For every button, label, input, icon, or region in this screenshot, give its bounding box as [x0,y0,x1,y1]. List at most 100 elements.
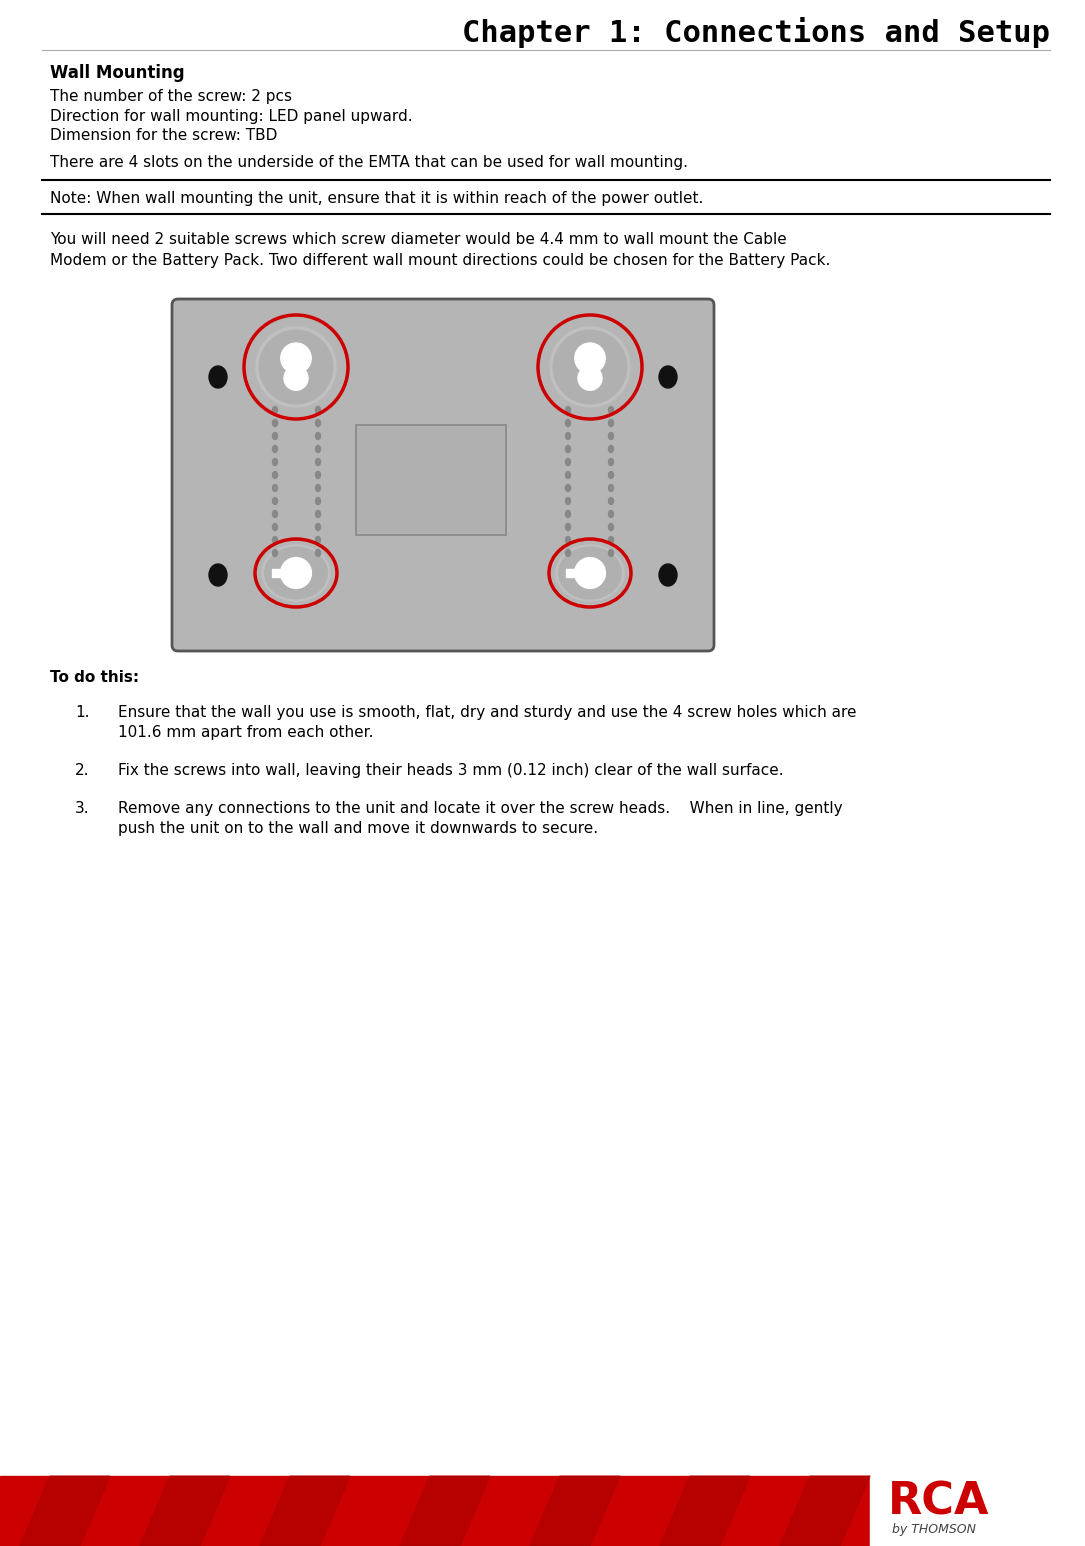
Ellipse shape [272,407,278,413]
Circle shape [295,566,311,581]
Ellipse shape [272,472,278,479]
Bar [870,1476,1085,1546]
Text: Wall Mounting: Wall Mounting [50,63,184,82]
Circle shape [550,328,630,407]
Ellipse shape [609,433,613,439]
Ellipse shape [565,472,571,479]
Bar [356,425,506,535]
Ellipse shape [609,419,613,427]
Text: RCA: RCA [888,1481,990,1523]
Circle shape [553,331,627,404]
Ellipse shape [609,510,613,518]
Circle shape [575,558,605,589]
Text: Note: When wall mounting the unit, ensure that it is within reach of the power o: Note: When wall mounting the unit, ensur… [50,190,703,206]
Text: Dimension for the screw: TBD: Dimension for the screw: TBD [50,128,278,144]
Ellipse shape [556,546,624,601]
Ellipse shape [565,484,571,492]
Ellipse shape [316,536,320,544]
Text: 3.: 3. [75,801,90,816]
Ellipse shape [559,547,622,598]
Ellipse shape [565,549,571,557]
Ellipse shape [272,524,278,530]
Ellipse shape [565,407,571,413]
Text: You will need 2 suitable screws which screw diameter would be 4.4 mm to wall mou: You will need 2 suitable screws which sc… [50,232,787,247]
Ellipse shape [316,510,320,518]
Circle shape [256,328,336,407]
Ellipse shape [316,472,320,479]
Ellipse shape [316,445,320,453]
Ellipse shape [316,484,320,492]
Text: Remove any connections to the unit and locate it over the screw heads.    When i: Remove any connections to the unit and l… [118,801,843,816]
Text: There are 4 slots on the underside of the EMTA that can be used for wall mountin: There are 4 slots on the underside of th… [50,155,688,170]
Text: Modem or the Battery Pack. Two different wall mount directions could be chosen f: Modem or the Battery Pack. Two different… [50,252,830,267]
Ellipse shape [272,419,278,427]
Circle shape [259,331,333,404]
Text: Illustrations contained in this document are for representation only.: Illustrations contained in this document… [253,1501,831,1515]
Ellipse shape [316,459,320,465]
Text: Chapter 1: Connections and Setup: Chapter 1: Connections and Setup [462,17,1050,48]
Ellipse shape [565,536,571,544]
Ellipse shape [609,536,613,544]
Polygon shape [780,1476,870,1546]
Text: The number of the screw: 2 pcs: The number of the screw: 2 pcs [50,88,292,104]
Circle shape [281,558,311,589]
Ellipse shape [261,546,330,601]
Ellipse shape [609,407,613,413]
Ellipse shape [316,407,320,413]
Ellipse shape [609,524,613,530]
Ellipse shape [272,498,278,504]
Ellipse shape [565,419,571,427]
Polygon shape [400,1476,490,1546]
FancyBboxPatch shape [173,298,714,651]
Circle shape [575,343,605,374]
Polygon shape [140,1476,230,1546]
Polygon shape [260,1476,350,1546]
Circle shape [281,343,311,374]
Ellipse shape [316,433,320,439]
Ellipse shape [272,484,278,492]
Ellipse shape [609,445,613,453]
Ellipse shape [316,498,320,504]
Ellipse shape [565,524,571,530]
Bar [292,363,301,388]
Ellipse shape [316,524,320,530]
Polygon shape [20,1476,110,1546]
Ellipse shape [565,445,571,453]
Polygon shape [529,1476,620,1546]
Ellipse shape [272,445,278,453]
Text: 101.6 mm apart from each other.: 101.6 mm apart from each other. [118,725,373,741]
Ellipse shape [209,564,227,586]
Ellipse shape [609,484,613,492]
Text: Direction for wall mounting: LED panel upward.: Direction for wall mounting: LED panel u… [50,108,412,124]
Text: 2.: 2. [75,764,89,778]
Ellipse shape [609,498,613,504]
Circle shape [589,566,605,581]
Polygon shape [660,1476,750,1546]
Text: 3: 3 [537,1483,547,1498]
Ellipse shape [272,536,278,544]
Ellipse shape [659,564,677,586]
Bar [272,569,294,577]
Ellipse shape [209,366,227,388]
Ellipse shape [265,547,328,598]
Ellipse shape [272,510,278,518]
Text: 1.: 1. [75,705,89,720]
Ellipse shape [659,366,677,388]
Circle shape [578,366,602,390]
Text: Fix the screws into wall, leaving their heads 3 mm (0.12 inch) clear of the wall: Fix the screws into wall, leaving their … [118,764,783,778]
Ellipse shape [272,459,278,465]
Ellipse shape [272,549,278,557]
Ellipse shape [609,459,613,465]
Ellipse shape [609,549,613,557]
Text: by THOMSON: by THOMSON [892,1523,977,1537]
Text: To do this:: To do this: [50,669,139,685]
Text: push the unit on to the wall and move it downwards to secure.: push the unit on to the wall and move it… [118,821,598,836]
Text: Ensure that the wall you use is smooth, flat, dry and sturdy and use the 4 screw: Ensure that the wall you use is smooth, … [118,705,856,720]
Ellipse shape [272,433,278,439]
Bar [566,569,588,577]
Ellipse shape [565,498,571,504]
Ellipse shape [316,419,320,427]
Bar [586,363,595,388]
Ellipse shape [609,472,613,479]
Circle shape [284,366,308,390]
